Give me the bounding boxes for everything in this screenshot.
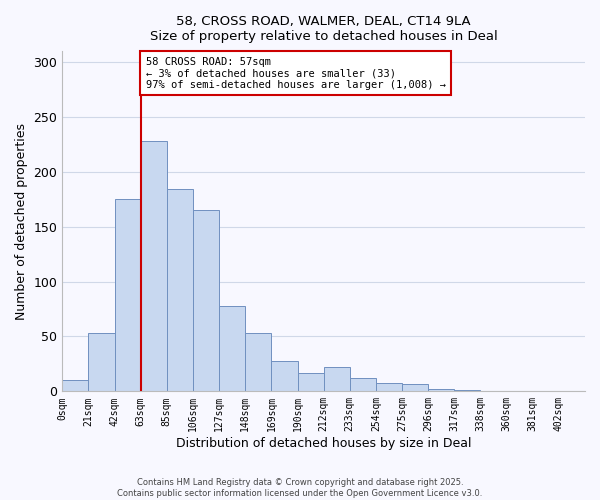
Bar bbox=[298, 372, 323, 392]
X-axis label: Distribution of detached houses by size in Deal: Distribution of detached houses by size … bbox=[176, 437, 472, 450]
Bar bbox=[140, 141, 167, 392]
Bar bbox=[376, 382, 402, 392]
Bar bbox=[402, 384, 428, 392]
Title: 58, CROSS ROAD, WALMER, DEAL, CT14 9LA
Size of property relative to detached hou: 58, CROSS ROAD, WALMER, DEAL, CT14 9LA S… bbox=[150, 15, 497, 43]
Y-axis label: Number of detached properties: Number of detached properties bbox=[15, 122, 28, 320]
Bar bbox=[271, 360, 298, 392]
Bar bbox=[62, 380, 88, 392]
Bar bbox=[245, 333, 271, 392]
Bar bbox=[454, 390, 481, 392]
Text: 58 CROSS ROAD: 57sqm
← 3% of detached houses are smaller (33)
97% of semi-detach: 58 CROSS ROAD: 57sqm ← 3% of detached ho… bbox=[146, 56, 446, 90]
Bar bbox=[167, 190, 193, 392]
Bar bbox=[350, 378, 376, 392]
Bar bbox=[88, 333, 115, 392]
Text: Contains HM Land Registry data © Crown copyright and database right 2025.
Contai: Contains HM Land Registry data © Crown c… bbox=[118, 478, 482, 498]
Bar bbox=[193, 210, 219, 392]
Bar bbox=[115, 200, 140, 392]
Bar bbox=[323, 367, 350, 392]
Bar bbox=[219, 306, 245, 392]
Bar bbox=[428, 389, 454, 392]
